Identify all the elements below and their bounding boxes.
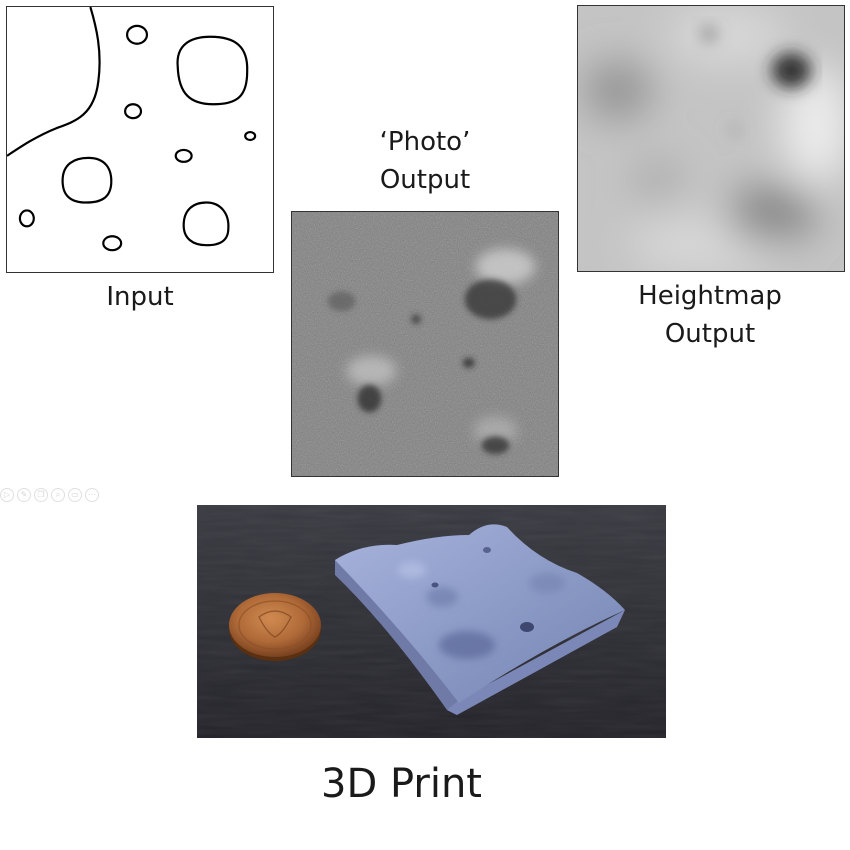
- 3d-print-photo: [197, 505, 666, 738]
- photo-caption-line-1: ‘Photo’: [379, 127, 471, 157]
- crater-outline: [176, 35, 249, 106]
- crater-outline: [182, 201, 230, 247]
- zoom-icon[interactable]: ⌕: [51, 488, 65, 502]
- crater-outline: [126, 24, 149, 45]
- 3d-print-scene: [197, 505, 666, 738]
- heightmap-crater: [728, 125, 741, 136]
- input-caption: Input: [6, 278, 274, 316]
- dark-crater: [481, 436, 510, 455]
- dark-crater: [327, 291, 356, 312]
- input-sketch-drawing: [7, 7, 257, 252]
- dark-crater: [464, 279, 517, 320]
- heightmap-crater: [702, 26, 716, 41]
- heightmap-caption-line-1: Heightmap: [638, 281, 782, 311]
- copy-icon[interactable]: ❐: [34, 488, 48, 502]
- input-sketch-image: [6, 6, 274, 273]
- heightmap-caption-line-2: Output: [664, 319, 756, 349]
- pen-icon[interactable]: ✎: [17, 488, 31, 502]
- screen-icon[interactable]: ▭: [68, 488, 82, 502]
- heightmap-texture: [578, 6, 844, 271]
- dark-crater: [411, 314, 422, 325]
- crater-outline: [18, 209, 35, 228]
- play-icon[interactable]: ▷: [0, 488, 14, 502]
- crater-outline: [61, 156, 113, 204]
- more-icon[interactable]: ⋯: [85, 488, 99, 502]
- 3d-print-caption: 3D Print: [197, 758, 606, 810]
- input-caption-text: Input: [106, 282, 174, 312]
- terrain-crater: [483, 547, 491, 553]
- terrain-block-side: [335, 557, 461, 715]
- heightmap-output-image: [577, 5, 845, 272]
- photo-caption-line-2: Output: [379, 165, 471, 195]
- dark-crater: [357, 384, 382, 413]
- dark-crater: [462, 357, 475, 368]
- photo-output-texture: [292, 212, 558, 476]
- terrain-crater: [431, 582, 439, 588]
- terrain-block-front: [447, 610, 625, 715]
- heightmap-crater: [771, 52, 812, 89]
- photo-output-caption: ‘Photo’ Output: [291, 123, 559, 199]
- terrain-boundary-line: [7, 7, 101, 157]
- photo-output-image: [291, 211, 559, 477]
- crater-outline: [174, 148, 193, 163]
- crater-outline: [124, 103, 143, 120]
- terrain-crater: [520, 622, 534, 632]
- 3d-print-caption-text: 3D Print: [321, 761, 482, 807]
- penny-coin: [229, 593, 321, 657]
- crater-outline: [102, 235, 123, 252]
- heightmap-output-caption: Heightmap Output: [565, 277, 850, 353]
- crater-outline: [244, 130, 257, 142]
- slide-controls-toolbar: ▷ ✎ ❐ ⌕ ▭ ⋯: [0, 488, 99, 502]
